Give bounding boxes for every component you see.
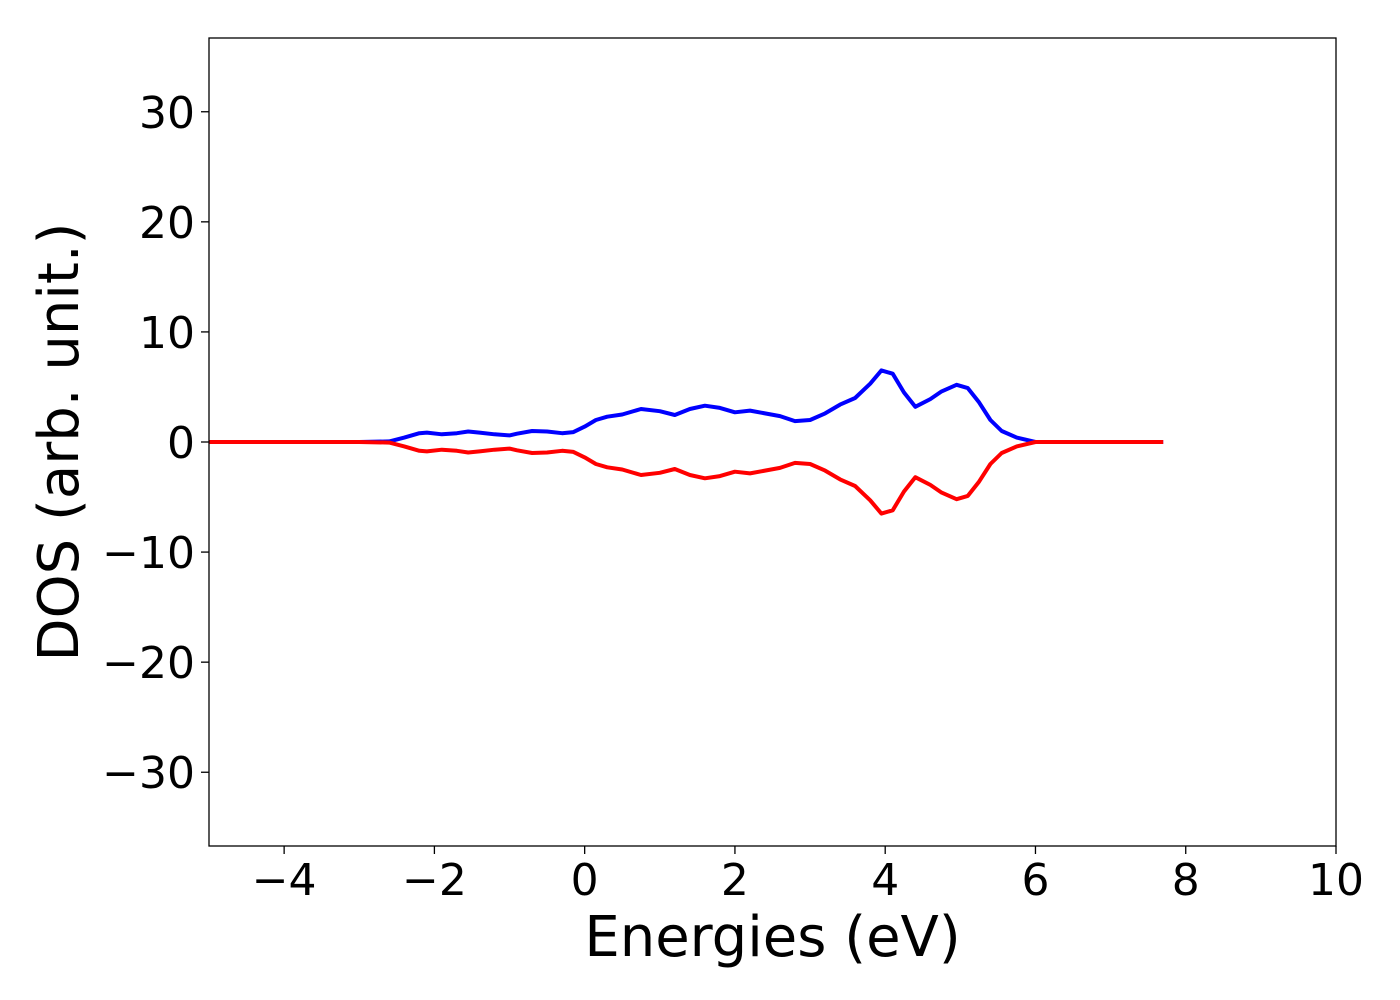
x-tick-label: 4	[871, 855, 899, 906]
y-tick-label: 10	[139, 308, 195, 359]
series-line-1	[209, 368, 1164, 444]
y-tick-label: 30	[139, 88, 195, 139]
x-tick-label: 10	[1308, 855, 1364, 906]
y-tick-label: −20	[102, 638, 195, 689]
x-tick-label: 0	[571, 855, 599, 906]
x-axis-title: Energies (eV)	[584, 905, 960, 970]
x-tick-label: −4	[252, 855, 317, 906]
y-tick-label: −10	[102, 528, 195, 579]
series-layer	[209, 368, 1164, 516]
x-tick-label: 2	[721, 855, 749, 906]
x-tick-label: 6	[1021, 855, 1049, 906]
x-tick-label: −2	[402, 855, 467, 906]
y-tick-label: 20	[139, 198, 195, 249]
y-tick-label: −30	[102, 748, 195, 799]
series-line-2	[209, 440, 1164, 516]
y-axis-title: DOS (arb. unit.)	[27, 222, 92, 661]
y-tick-label: 0	[167, 418, 195, 469]
x-tick-label: 8	[1172, 855, 1200, 906]
